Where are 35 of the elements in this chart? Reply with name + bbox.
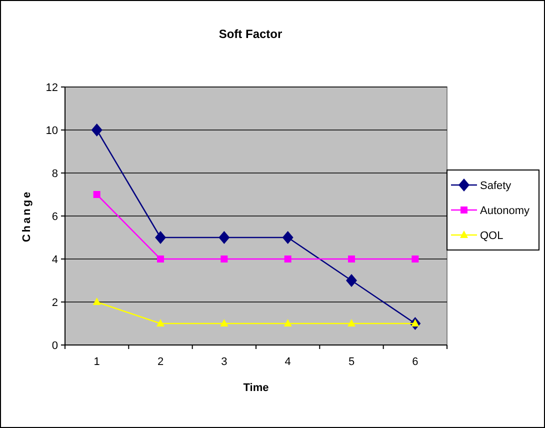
- point: [92, 298, 101, 305]
- point: [284, 319, 292, 326]
- point: [348, 256, 355, 262]
- x-tick-label: 3: [221, 356, 228, 368]
- point: [91, 124, 102, 136]
- legend-label: Autonomy: [480, 204, 530, 217]
- point: [282, 231, 294, 244]
- point: [284, 256, 292, 262]
- point: [412, 256, 419, 262]
- x-tick-label: 5: [348, 356, 355, 368]
- legend-label: QOL: [480, 230, 504, 242]
- y-tick-label: 8: [52, 168, 58, 180]
- x-tick-label: 2: [157, 356, 164, 368]
- y-tick-label: 12: [46, 82, 58, 94]
- y-tick-label: 4: [52, 254, 58, 266]
- x-tick-label: 6: [412, 356, 418, 368]
- point: [218, 231, 230, 244]
- x-tick-label: 4: [284, 356, 291, 368]
- point: [220, 256, 228, 262]
- y-tick-label: 2: [52, 296, 58, 309]
- y-tick-label: 6: [52, 210, 58, 223]
- point: [93, 191, 100, 198]
- x-axis-title: Time: [243, 382, 269, 394]
- point: [155, 231, 166, 244]
- point: [156, 319, 164, 326]
- point: [220, 319, 228, 326]
- y-axis-title: Change: [21, 190, 33, 242]
- y-tick-label: 10: [46, 124, 58, 137]
- point: [346, 274, 357, 287]
- x-tick-label: 1: [94, 356, 100, 368]
- chart-title: Soft Factor: [218, 27, 282, 41]
- point: [157, 256, 164, 262]
- legend-label: Safety: [480, 180, 512, 192]
- point: [348, 319, 356, 326]
- y-tick-label: 0: [52, 340, 58, 352]
